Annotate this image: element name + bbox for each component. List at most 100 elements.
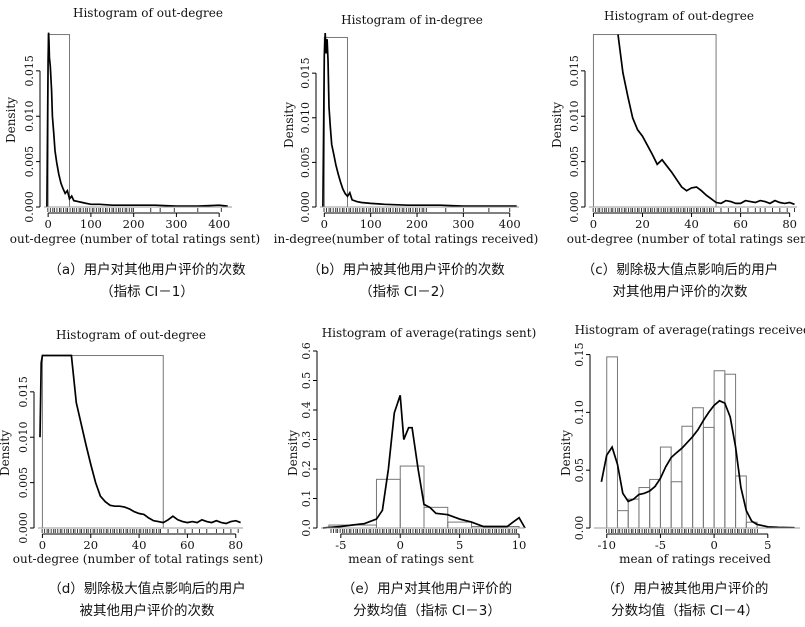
histogram-bar xyxy=(713,370,726,529)
y-axis-label: Density xyxy=(282,102,296,148)
x-axis-label: out-degree (number of total ratings sent… xyxy=(567,232,805,246)
y-tick-label: 0.000 xyxy=(568,191,581,223)
y-tick-label: 0.1 xyxy=(300,490,313,508)
x-tick-label: 0 xyxy=(39,538,46,552)
histogram-bar xyxy=(627,498,640,529)
x-tick-label: 400 xyxy=(208,217,230,231)
y-tick-label: 0.005 xyxy=(23,146,36,178)
x-tick-label: 0 xyxy=(397,538,404,552)
caption-d: （d）剔除极大值点影响后的用户 被其他用户评价的次数 xyxy=(13,578,281,622)
histogram-bar xyxy=(724,373,737,529)
y-tick-label: 0.015 xyxy=(568,55,581,87)
caption-e-line2: 分数均值（指标 CI－3） xyxy=(353,603,501,619)
rug-plot xyxy=(47,208,222,212)
x-axis-label: out-degree (number of total ratings sent… xyxy=(10,232,260,246)
y-tick-label: 0.6 xyxy=(300,342,313,360)
y-tick-label: 0.005 xyxy=(17,467,30,499)
y-tick-label: 0.05 xyxy=(573,458,586,483)
chart-panel-b: Histogram of in-degree 0 100 200 300 400in-de… xyxy=(274,13,539,246)
histogram-bar xyxy=(47,34,71,208)
chart-title: Histogram of average(ratings received) xyxy=(575,323,805,337)
histogram-bar xyxy=(447,521,473,529)
x-tick-label: 300 xyxy=(165,217,187,231)
chart-panel-c: Histogram of out-degree 0 20 40 60 80out-degr… xyxy=(550,9,805,246)
y-tick-label: 0.15 xyxy=(573,342,586,367)
x-tick-label: 0 xyxy=(590,217,597,231)
y-tick-label: 0.2 xyxy=(300,460,313,478)
y-tick-label: 0.010 xyxy=(568,100,581,132)
y-tick-label: 0.015 xyxy=(299,57,312,89)
caption-a-line2: （指标 CI－1） xyxy=(100,284,194,300)
x-tick-label: -10 xyxy=(597,538,616,552)
density-curve xyxy=(322,395,526,529)
caption-b-line1: （b）用户被其他用户评价的次数 xyxy=(307,262,505,278)
y-tick-label: 0.000 xyxy=(299,191,312,223)
y-tick-label: 0.005 xyxy=(568,146,581,178)
x-tick-label: 200 xyxy=(406,217,428,231)
x-tick-label: 20 xyxy=(635,217,650,231)
chart-title: Histogram of out-degree xyxy=(73,6,223,20)
x-tick-label: 60 xyxy=(180,538,195,552)
y-axis-label: Density xyxy=(550,102,564,148)
caption-c-line2: 对其他用户评价的次数 xyxy=(612,284,748,300)
caption-d-line2: 被其他用户评价的次数 xyxy=(79,603,215,619)
x-tick-label: 80 xyxy=(782,217,797,231)
x-tick-label: 80 xyxy=(228,538,243,552)
y-axis-label: Density xyxy=(559,430,573,476)
caption-e: （e）用户对其他用户评价的 分数均值（指标 CI－3） xyxy=(293,578,561,622)
x-tick-label: 0 xyxy=(710,538,717,552)
x-axis-label: mean of ratings received xyxy=(619,552,771,566)
caption-c-line1: （c）剔除极大值点影响后的用户 xyxy=(581,262,779,278)
histogram-bar xyxy=(375,478,401,529)
chart-title: Histogram of out-degree xyxy=(604,9,754,23)
histogram-bar xyxy=(399,465,425,529)
chart-panel-a: Histogram of out-degree 0 100 200 300 400out-… xyxy=(4,6,260,246)
y-axis-label: Density xyxy=(286,430,300,476)
histogram-bar xyxy=(606,356,618,529)
histogram-bar xyxy=(592,34,717,208)
density-curve xyxy=(600,399,795,529)
caption-b-line2: （指标 CI－2） xyxy=(359,284,453,300)
caption-f: （f）用户被其他用户评价的 分数均值（指标 CI－4） xyxy=(551,578,805,622)
rug-plot xyxy=(323,208,511,212)
histogram-bar xyxy=(41,355,164,529)
x-tick-label: 200 xyxy=(123,217,145,231)
density-curve xyxy=(617,34,795,206)
x-tick-label: 40 xyxy=(684,217,699,231)
y-tick-label: 0.5 xyxy=(300,372,313,390)
y-axis-label: Density xyxy=(4,97,18,143)
caption-f-line2: 分数均值（指标 CI－4） xyxy=(611,603,759,619)
caption-b: （b）用户被其他用户评价的次数 （指标 CI－2） xyxy=(272,259,540,303)
caption-d-line1: （d）剔除极大值点影响后的用户 xyxy=(48,581,246,597)
x-tick-label: 5 xyxy=(456,538,463,552)
caption-f-line1: （f）用户被其他用户评价的 xyxy=(601,581,769,597)
density-curve xyxy=(46,32,228,208)
y-tick-label: 0.00 xyxy=(573,516,586,541)
x-tick-label: 300 xyxy=(452,217,474,231)
y-tick-label: 0.000 xyxy=(17,512,30,544)
rug-plot xyxy=(592,208,795,212)
x-tick-label: 40 xyxy=(132,538,147,552)
chart-title: Histogram of out-degree xyxy=(56,328,206,342)
x-tick-label: 5 xyxy=(764,538,771,552)
chart-title: Histogram of average(ratings sent) xyxy=(322,326,537,340)
y-tick-label: 0.010 xyxy=(23,100,36,132)
x-tick-label: 60 xyxy=(733,217,748,231)
y-tick-label: 0.0 xyxy=(300,519,313,537)
x-tick-label: 0 xyxy=(44,217,51,231)
x-tick-label: 100 xyxy=(360,217,382,231)
x-axis-label: out-degree (number of total ratings sent… xyxy=(13,552,263,566)
histogram-bar xyxy=(616,510,629,529)
rug-plot xyxy=(605,529,758,533)
caption-e-line1: （e）用户对其他用户评价的 xyxy=(341,581,513,597)
chart-panel-e: Histogram of average(ratings sent) -5 0 5 10… xyxy=(286,326,536,566)
rug-plot xyxy=(330,529,517,533)
y-tick-label: 0.000 xyxy=(23,191,36,223)
y-tick-label: 0.015 xyxy=(23,55,36,87)
histogram-bar xyxy=(702,426,715,529)
y-tick-label: 0.005 xyxy=(299,147,312,179)
x-tick-label: 10 xyxy=(512,538,527,552)
x-tick-label: -5 xyxy=(655,538,666,552)
y-tick-label: 0.015 xyxy=(17,376,30,408)
